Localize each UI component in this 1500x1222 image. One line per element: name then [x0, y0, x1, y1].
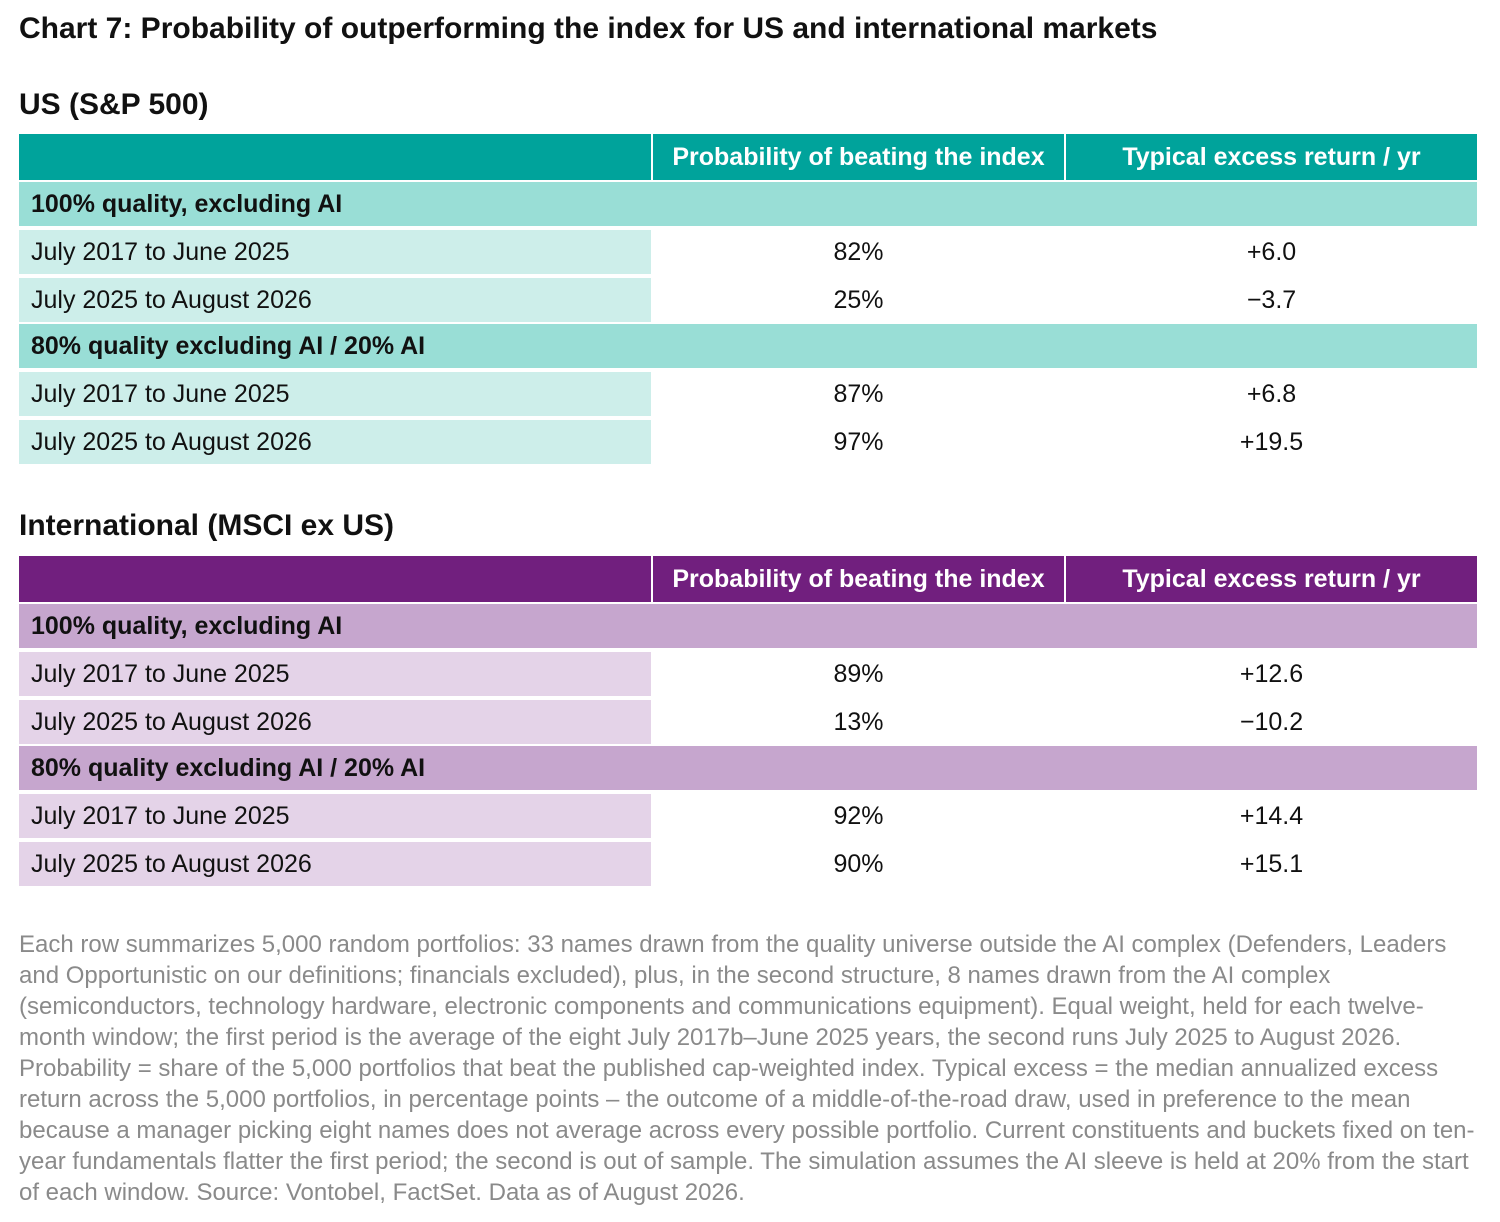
table-row: July 2025 to August 2026 25% −3.7: [19, 278, 1477, 322]
row-probability: 89%: [833, 659, 884, 688]
row-period: July 2017 to June 2025: [19, 230, 651, 274]
row-probability: 25%: [833, 285, 884, 314]
table-header: Probability of beating the index Typical…: [19, 134, 1477, 180]
group-header: 100% quality, excluding AI: [19, 182, 1477, 226]
row-period: July 2025 to August 2026: [19, 278, 651, 322]
intl-table: Probability of beating the index Typical…: [19, 556, 1477, 886]
table-row: July 2025 to August 2026 13% −10.2: [19, 700, 1477, 744]
row-excess: +12.6: [1239, 659, 1304, 688]
table-row: July 2025 to August 2026 90% +15.1: [19, 842, 1477, 886]
row-period: July 2025 to August 2026: [19, 842, 651, 886]
row-probability: 92%: [833, 801, 884, 830]
row-period: July 2017 to June 2025: [19, 652, 651, 696]
row-probability: 87%: [833, 379, 884, 408]
row-probability: 97%: [833, 427, 884, 456]
intl-section-title: International (MSCI ex US): [19, 509, 395, 542]
us-table: Probability of beating the index Typical…: [19, 134, 1477, 464]
row-excess: −10.2: [1239, 707, 1304, 736]
table-row: July 2017 to June 2025 89% +12.6: [19, 652, 1477, 696]
row-excess: +19.5: [1239, 427, 1304, 456]
footnote: Each row summarizes 5,000 random portfol…: [19, 931, 1475, 1206]
page-title: Chart 7: Probability of outperforming th…: [19, 12, 1158, 45]
row-excess: −3.7: [1246, 285, 1297, 314]
table-row: July 2017 to June 2025 82% +6.0: [19, 230, 1477, 274]
table-header: Probability of beating the index Typical…: [19, 556, 1477, 602]
group-header: 100% quality, excluding AI: [19, 604, 1477, 648]
table-row: July 2017 to June 2025 87% +6.8: [19, 372, 1477, 416]
header-excess-return: Typical excess return / yr: [1066, 556, 1477, 602]
header-blank-cell: [19, 556, 653, 602]
table-row: July 2017 to June 2025 92% +14.4: [19, 794, 1477, 838]
group-header: 80% quality excluding AI / 20% AI: [19, 324, 1477, 368]
header-excess-return: Typical excess return / yr: [1066, 134, 1477, 180]
row-period: July 2017 to June 2025: [19, 794, 651, 838]
table-row: July 2025 to August 2026 97% +19.5: [19, 420, 1477, 464]
row-probability: 13%: [833, 707, 884, 736]
row-period: July 2025 to August 2026: [19, 700, 651, 744]
header-probability: Probability of beating the index: [653, 134, 1066, 180]
row-period: July 2017 to June 2025: [19, 372, 651, 416]
header-probability: Probability of beating the index: [653, 556, 1066, 602]
us-section-title: US (S&P 500): [19, 88, 209, 121]
row-probability: 82%: [833, 237, 884, 266]
group-header: 80% quality excluding AI / 20% AI: [19, 746, 1477, 790]
header-blank-cell: [19, 134, 653, 180]
row-excess: +14.4: [1239, 801, 1304, 830]
row-excess: +6.0: [1246, 237, 1297, 266]
row-period: July 2025 to August 2026: [19, 420, 651, 464]
row-probability: 90%: [833, 849, 884, 878]
row-excess: +6.8: [1246, 379, 1297, 408]
row-excess: +15.1: [1239, 849, 1304, 878]
